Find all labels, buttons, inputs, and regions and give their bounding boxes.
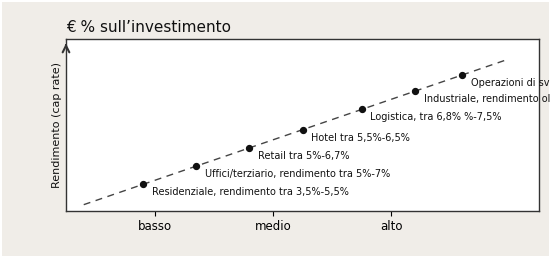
Text: Industriale, rendimento oltre il 7,75%: Industriale, rendimento oltre il 7,75% bbox=[424, 94, 550, 104]
Point bbox=[358, 107, 366, 112]
Text: Operazioni di sviluppo, rendimento oltre il 15%: Operazioni di sviluppo, rendimento oltre… bbox=[471, 78, 550, 88]
Text: Logistica, tra 6,8% %-7,5%: Logistica, tra 6,8% %-7,5% bbox=[371, 113, 502, 123]
Text: € % sull’investimento: € % sull’investimento bbox=[66, 20, 231, 35]
Text: Retail tra 5%-6,7%: Retail tra 5%-6,7% bbox=[258, 151, 350, 161]
Text: Residenziale, rendimento tra 3,5%-5,5%: Residenziale, rendimento tra 3,5%-5,5% bbox=[152, 187, 349, 197]
Y-axis label: Rendimento (cap rate): Rendimento (cap rate) bbox=[52, 62, 62, 188]
Point bbox=[245, 146, 254, 150]
Text: Hotel tra 5,5%-6,5%: Hotel tra 5,5%-6,5% bbox=[311, 133, 410, 143]
Point bbox=[139, 182, 147, 187]
Point bbox=[458, 73, 466, 77]
Text: Uffici/terziario, rendimento tra 5%-7%: Uffici/terziario, rendimento tra 5%-7% bbox=[205, 169, 390, 179]
Point bbox=[192, 164, 201, 168]
Point bbox=[298, 128, 307, 132]
Point bbox=[410, 89, 419, 93]
